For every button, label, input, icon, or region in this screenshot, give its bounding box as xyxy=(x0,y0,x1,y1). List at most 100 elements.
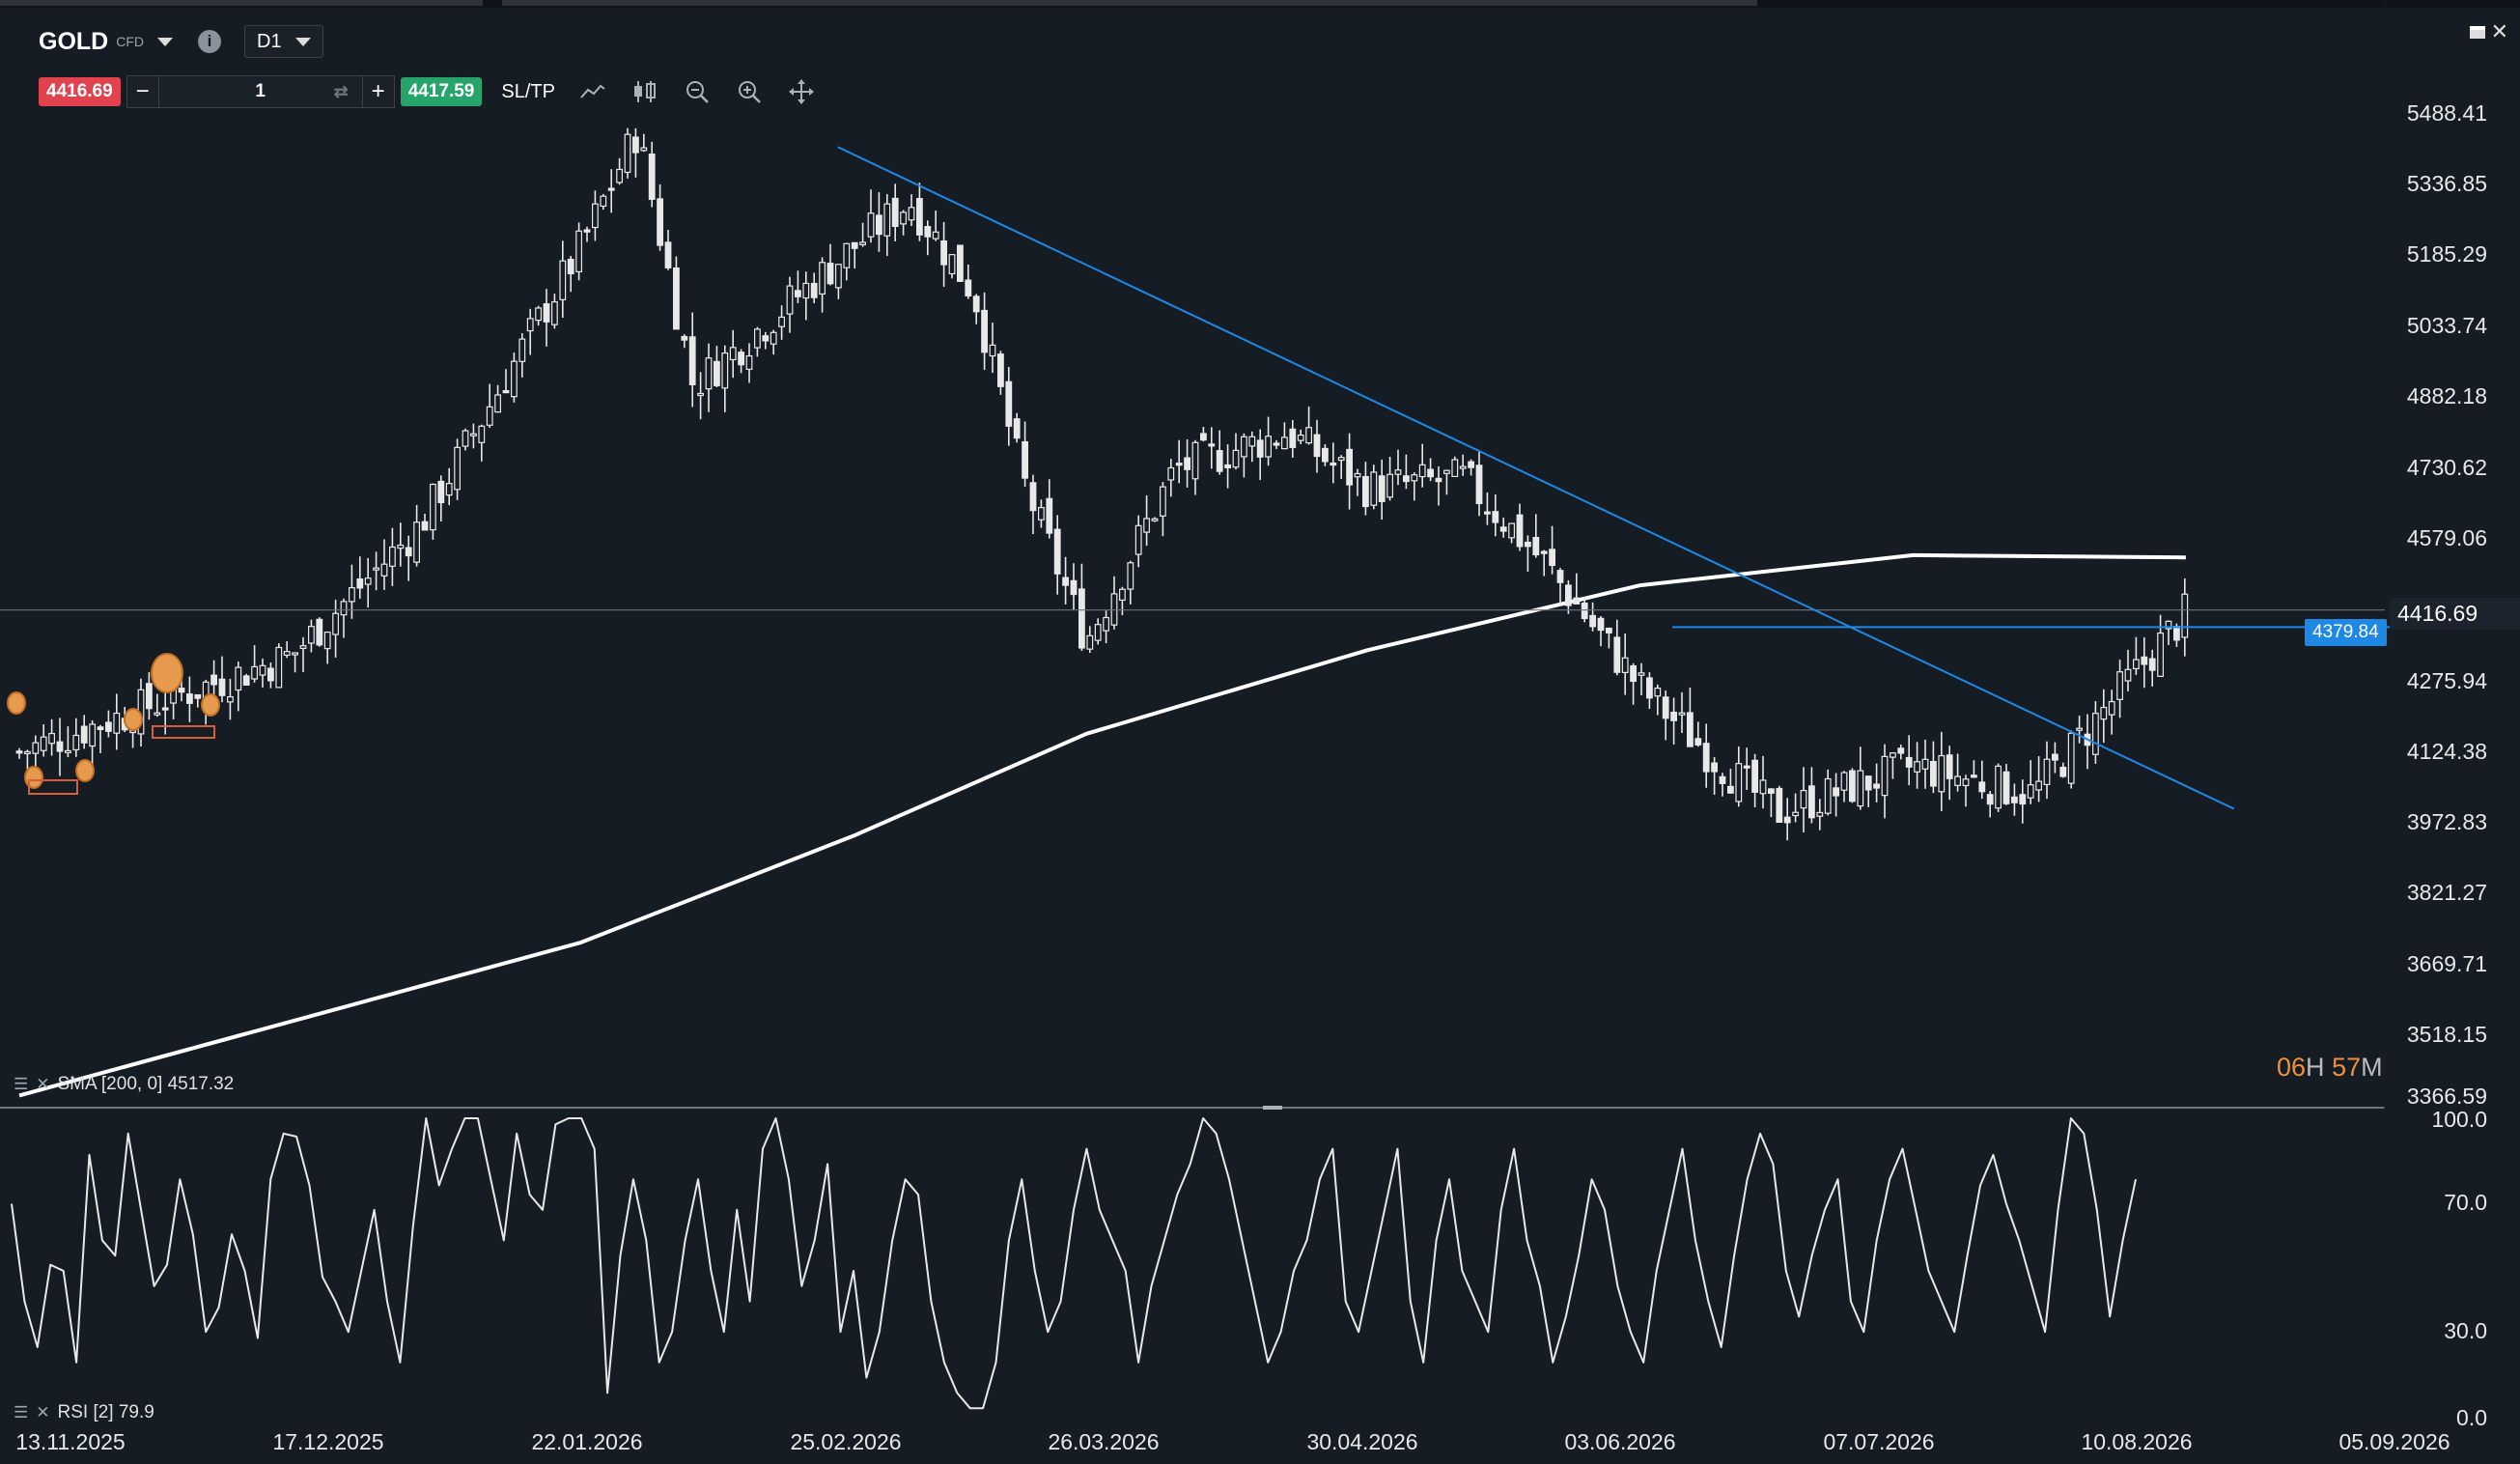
candle-body xyxy=(762,335,770,342)
price-axis-label: 4124.38 xyxy=(2406,739,2487,764)
candle-body xyxy=(2116,671,2124,700)
candle-body xyxy=(1711,762,1719,773)
candle-body xyxy=(697,392,704,397)
chart-header: GOLD CFD i D1 xyxy=(39,25,323,58)
candle-body xyxy=(543,303,550,323)
candle-body xyxy=(113,712,121,734)
line-chart-icon[interactable] xyxy=(578,77,607,106)
candle-body xyxy=(510,360,518,398)
candle-body xyxy=(624,133,631,174)
candle-body xyxy=(1524,541,1531,548)
price-axis-label: 5336.85 xyxy=(2406,171,2487,196)
buy-button[interactable]: 4417.59 xyxy=(400,77,483,106)
price-axis-label: 3821.27 xyxy=(2406,880,2487,905)
info-icon[interactable]: i xyxy=(198,30,221,53)
candle-body xyxy=(1540,550,1548,554)
chevron-down-icon[interactable] xyxy=(157,37,173,46)
candle-body xyxy=(308,626,315,644)
window-controls: ✕ xyxy=(2469,19,2508,44)
candle-body xyxy=(146,683,153,710)
candle-body xyxy=(218,678,226,696)
candle-body xyxy=(843,242,851,268)
menu-icon[interactable]: ☰ xyxy=(14,1403,29,1422)
candle-body xyxy=(1532,536,1540,556)
candle-body xyxy=(1638,672,1645,676)
increase-button[interactable]: + xyxy=(371,78,385,104)
candle-body xyxy=(1694,738,1702,746)
candle-body xyxy=(1005,380,1013,427)
horizontal-line-price-tag[interactable]: 4379.84 xyxy=(2305,619,2387,646)
candle-body xyxy=(648,154,656,200)
candle-body xyxy=(2165,620,2172,630)
crosshair-icon[interactable] xyxy=(787,77,816,106)
price-axis-label: 5185.29 xyxy=(2406,241,2487,267)
zoom-in-icon[interactable] xyxy=(735,77,764,106)
chevron-down-icon xyxy=(295,37,311,46)
date-axis-label: 22.01.2026 xyxy=(531,1429,643,1454)
candle-body xyxy=(1970,774,1977,778)
minimize-icon[interactable] xyxy=(2469,25,2485,39)
candle-body xyxy=(1370,471,1378,506)
menu-icon[interactable]: ☰ xyxy=(14,1075,29,1093)
quantity-input[interactable]: 1 ⇄ xyxy=(157,76,363,107)
close-icon[interactable]: ✕ xyxy=(36,1403,50,1422)
date-axis-label: 13.11.2025 xyxy=(15,1429,126,1454)
candle-body xyxy=(2133,659,2140,670)
zoom-out-icon[interactable] xyxy=(683,77,712,106)
pattern-marker xyxy=(7,691,26,715)
candle-body xyxy=(405,547,412,557)
pattern-marker xyxy=(201,693,220,717)
candle-body xyxy=(1240,436,1247,458)
candle-body xyxy=(810,282,818,298)
decrease-button[interactable]: − xyxy=(135,78,150,104)
candle-body xyxy=(1564,584,1572,606)
candle-body xyxy=(1078,588,1085,649)
candle-body xyxy=(729,347,737,361)
price-axis-label: 4730.62 xyxy=(2406,455,2487,480)
candle-body xyxy=(486,406,493,426)
candle-body xyxy=(1702,743,1710,773)
close-icon[interactable]: ✕ xyxy=(36,1075,50,1093)
candle-body xyxy=(380,563,388,577)
candle-body xyxy=(1418,464,1426,478)
pane-resize-handle xyxy=(1263,1106,1282,1110)
sell-button[interactable]: 4416.69 xyxy=(39,77,121,106)
price-axis-label: 3518.15 xyxy=(2406,1022,2487,1047)
candle-body xyxy=(154,712,161,716)
rsi-label-text: RSI [2] 79.9 xyxy=(57,1402,154,1422)
candle-body xyxy=(859,241,866,245)
sma-indicator-label[interactable]: ☰ ✕ SMA [200, 0] 4517.32 xyxy=(14,1074,234,1095)
candle-body xyxy=(2100,706,2108,720)
sltp-button[interactable]: SL/TP xyxy=(501,80,555,102)
candle-body xyxy=(1792,811,1800,817)
candle-body xyxy=(1022,440,1029,479)
candle-body xyxy=(1549,549,1556,567)
candle-body xyxy=(2002,771,2010,804)
rsi-indicator-label[interactable]: ☰ ✕ RSI [2] 79.9 xyxy=(14,1402,154,1423)
candlestick-icon[interactable] xyxy=(630,77,659,106)
candle-body xyxy=(332,612,339,635)
date-axis-label: 03.06.2026 xyxy=(1564,1429,1676,1454)
candle-body xyxy=(583,229,591,233)
candle-body xyxy=(1914,761,1921,773)
candle-body xyxy=(1816,811,1824,817)
timeframe-select[interactable]: D1 xyxy=(244,25,323,58)
candle-body xyxy=(1386,473,1394,498)
candle-body xyxy=(1613,636,1621,673)
candle-body xyxy=(2076,727,2084,731)
sma-200-line xyxy=(18,552,2186,1098)
swap-icon[interactable]: ⇄ xyxy=(333,81,349,101)
candle-body xyxy=(1475,465,1483,505)
candle-body xyxy=(454,446,461,491)
pattern-box xyxy=(28,779,78,795)
candle-body xyxy=(389,546,396,567)
candle-body xyxy=(1954,775,1962,786)
candle-body xyxy=(1743,765,1750,769)
candle-body xyxy=(1508,522,1516,539)
close-icon[interactable]: ✕ xyxy=(2490,19,2508,43)
candle-body xyxy=(15,750,23,754)
candle-body xyxy=(397,544,405,549)
symbol-name[interactable]: GOLD xyxy=(39,27,109,55)
candle-body xyxy=(721,352,729,389)
